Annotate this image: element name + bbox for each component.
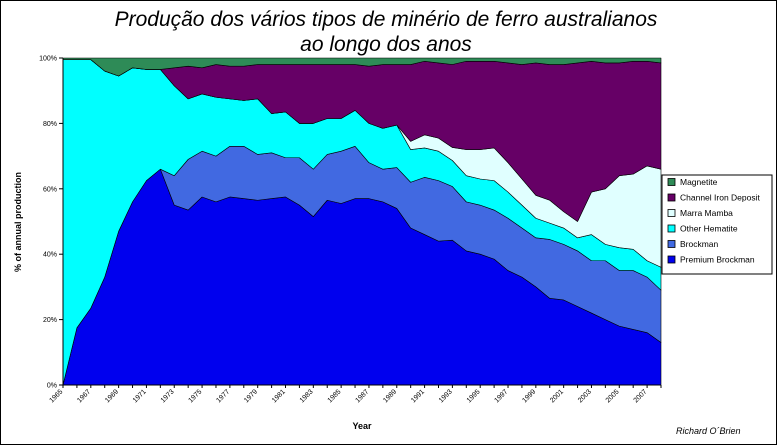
legend: Magnetite Channel Iron Deposit Marra Mamba… — [661, 174, 773, 275]
x-tick-label: 2007 — [633, 388, 649, 404]
x-axis-label: Year — [352, 421, 372, 431]
y-tick-label: 0% — [47, 383, 57, 390]
x-tick-label: 1977 — [215, 388, 231, 404]
legend-box — [661, 174, 773, 275]
legend-swatch-channel-iron-deposit — [667, 193, 676, 202]
x-tick-label: 1993 — [438, 388, 454, 404]
y-tick-label: 100% — [39, 56, 57, 63]
legend-label-magnetite: Magnetite — [680, 177, 718, 187]
x-tick-label: 1967 — [76, 388, 92, 404]
x-tick-label: 1981 — [271, 388, 287, 404]
legend-swatch-magnetite — [667, 178, 676, 186]
y-tick-group: 0% 20% 40% 60% 80% 100% — [39, 56, 63, 390]
x-tick-label: 1979 — [243, 388, 259, 404]
x-tick-label: 1991 — [410, 388, 426, 404]
legend-swatch-premium-brockman — [667, 255, 676, 264]
y-tick-label: 80% — [43, 121, 57, 128]
credit-text: Richard O´Brien — [676, 426, 741, 436]
legend-swatch-brockman — [667, 240, 676, 248]
legend-label-brockman: Brockman — [680, 239, 719, 249]
x-tick-label: 2005 — [605, 388, 621, 404]
x-tick-label: 1975 — [188, 388, 204, 404]
legend-label-marra-mamba: Marra Mamba — [680, 208, 733, 218]
y-tick-label: 60% — [43, 186, 57, 193]
x-tick-label: 1987 — [354, 388, 370, 404]
x-tick-group: 1965 1967 1969 1971 1973 1975 1977 1979 1981 1983… — [48, 385, 662, 404]
x-tick-label: 1969 — [104, 388, 120, 404]
legend-label-channel-iron-deposit: Channel Iron Deposit — [680, 193, 760, 203]
legend-label-premium-brockman: Premium Brockman — [680, 255, 755, 265]
x-tick-label: 1971 — [132, 388, 148, 404]
x-tick-label: 1989 — [382, 388, 398, 404]
x-tick-label: 1997 — [493, 388, 509, 404]
chart-title-line-1: Produção dos vários tipos de minério de … — [115, 8, 658, 31]
area-series-group — [62, 57, 662, 386]
x-tick-label: 1999 — [521, 388, 537, 404]
x-tick-label: 2003 — [577, 388, 593, 404]
y-tick-label: 20% — [43, 317, 57, 324]
x-tick-label: 2001 — [549, 388, 565, 404]
x-tick-label: 1973 — [160, 388, 176, 404]
legend-swatch-marra-mamba — [667, 209, 676, 217]
chart-title-line-2: ao longo dos anos — [300, 33, 472, 56]
x-tick-label: 1985 — [327, 388, 343, 404]
x-tick-label: 1983 — [299, 388, 315, 404]
x-tick-label: 1995 — [466, 388, 482, 404]
legend-swatch-other-hematite — [667, 224, 676, 233]
area-magnetite — [62, 57, 662, 77]
legend-label-other-hematite: Other Hematite — [680, 224, 738, 234]
x-tick-label: 1965 — [48, 388, 64, 404]
y-tick-label: 40% — [43, 252, 57, 259]
y-axis-label: % of annual production — [13, 172, 23, 272]
